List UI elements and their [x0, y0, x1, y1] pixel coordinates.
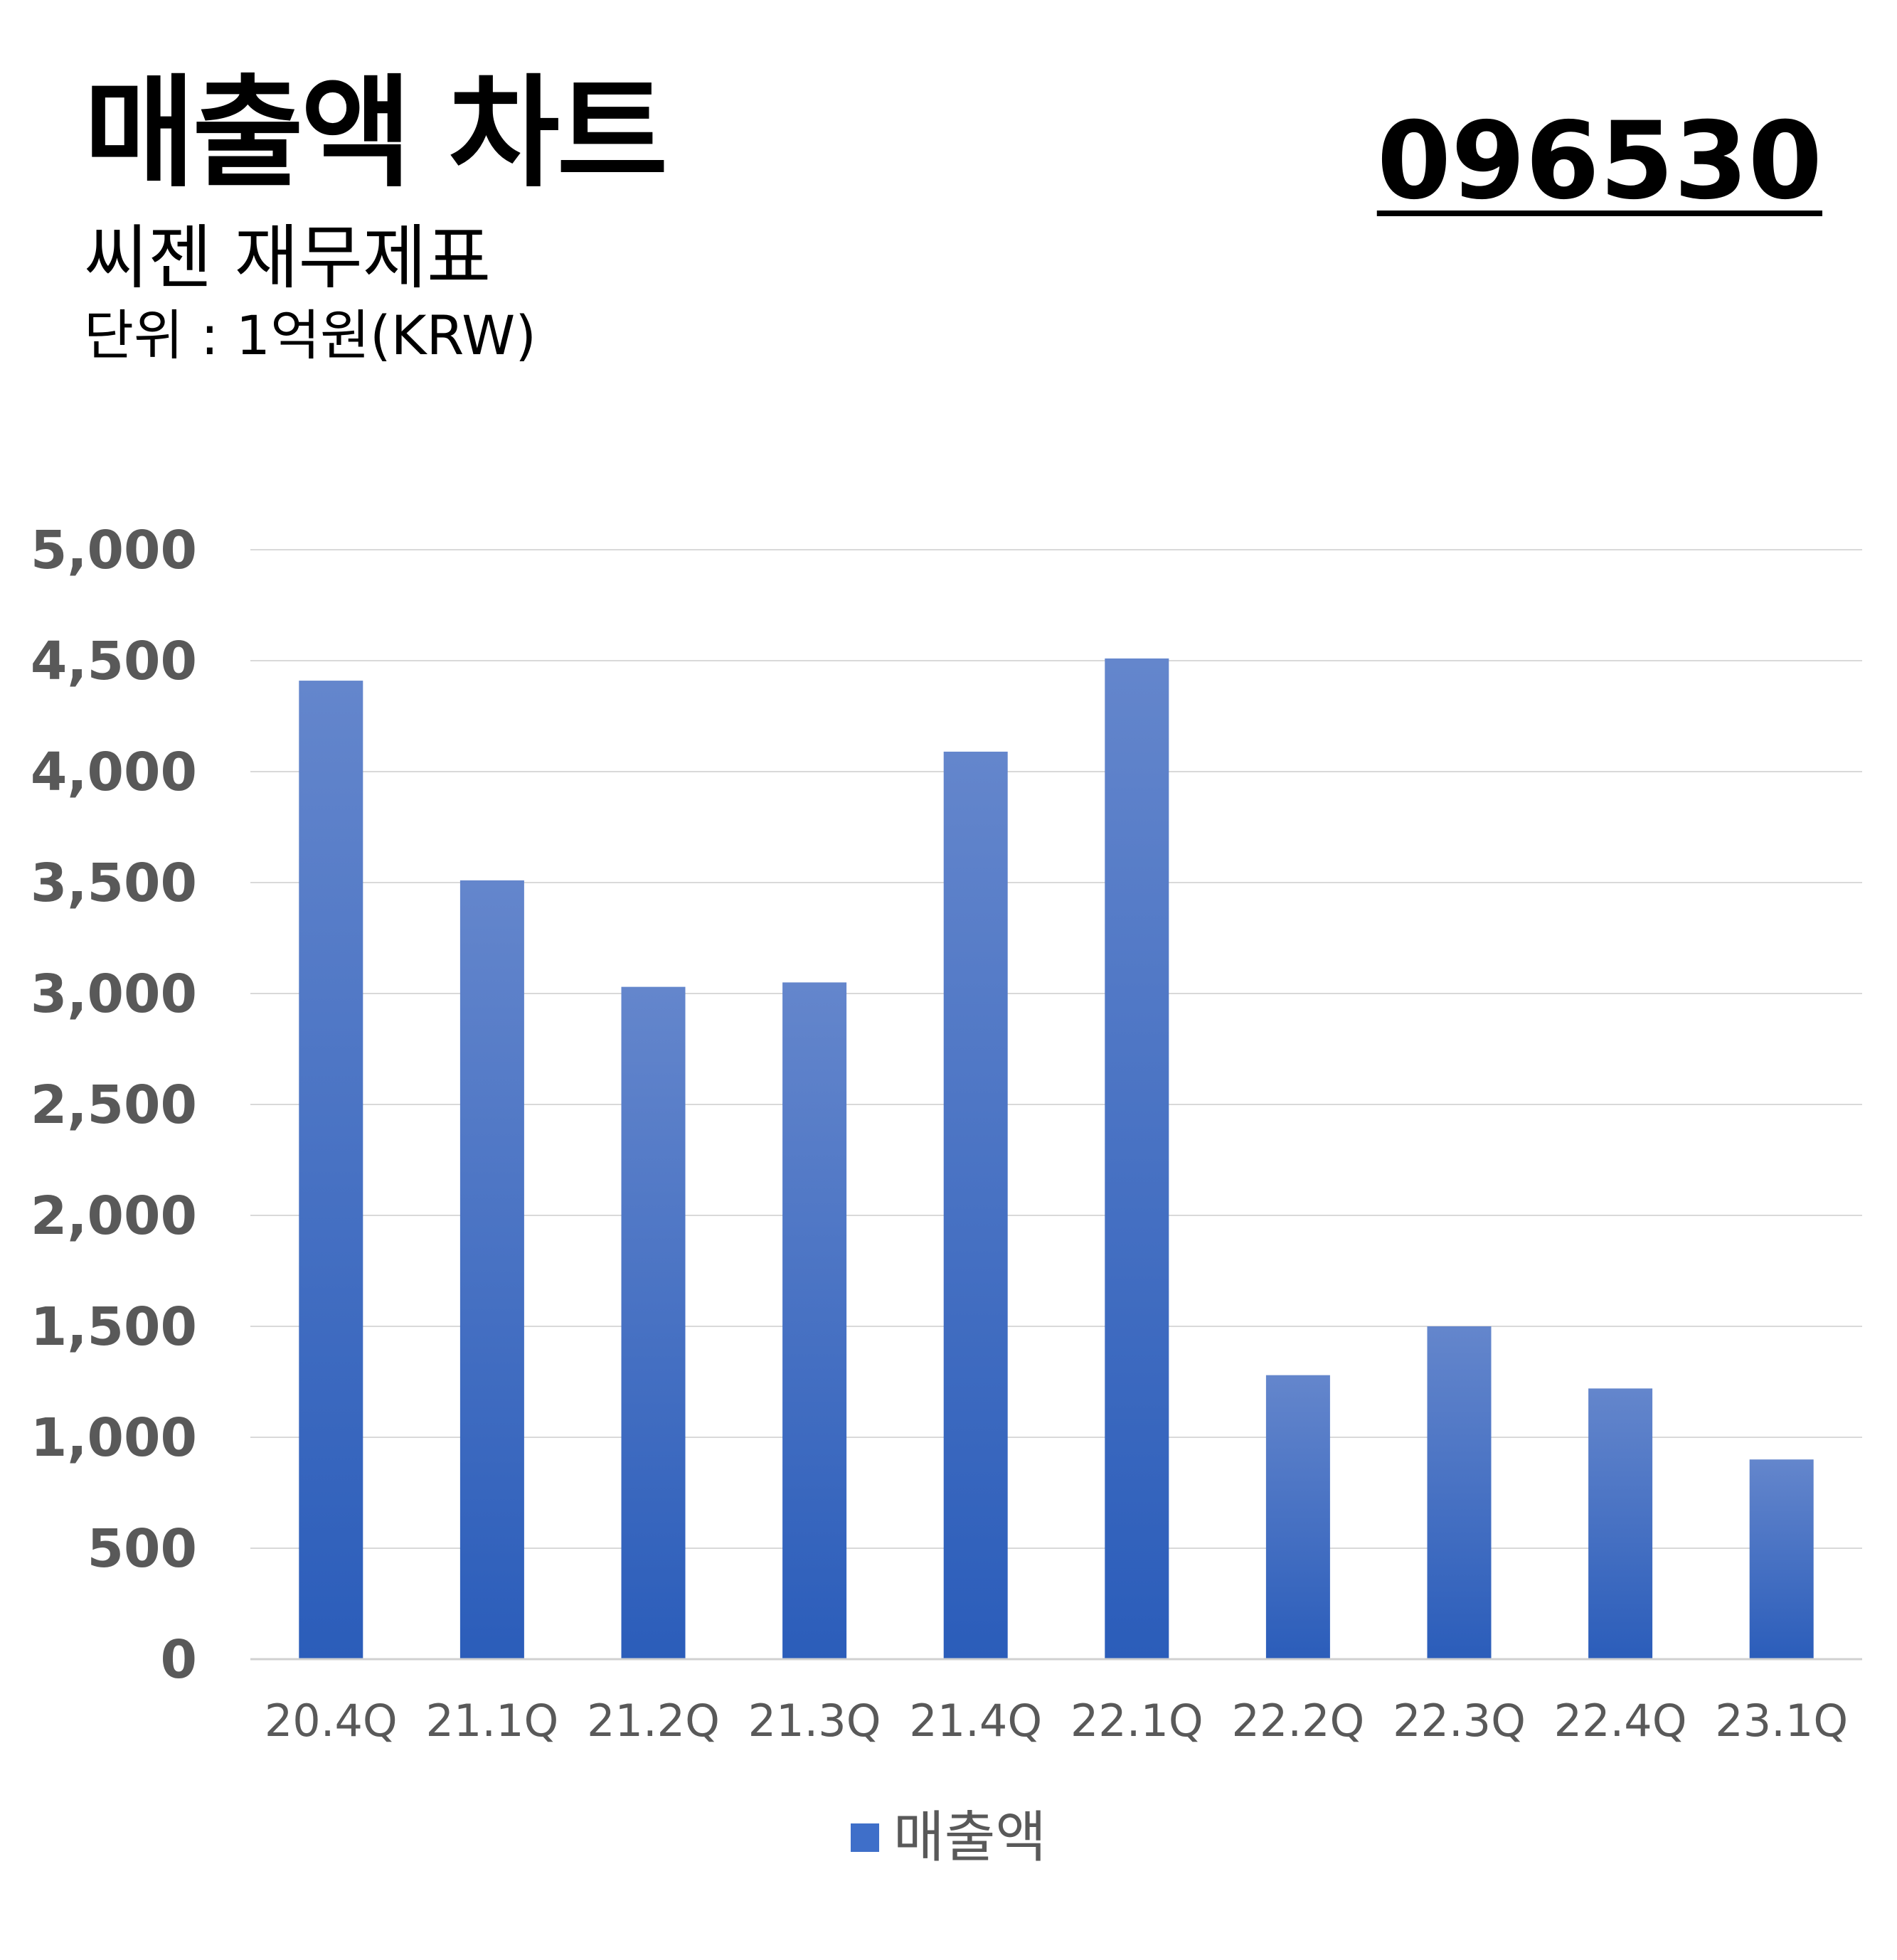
- chart-subtitle: 씨젠 재무제표: [84, 218, 491, 299]
- unit-label: 단위 : 1억원(KRW): [84, 304, 536, 367]
- x-tick-label: 22.4Q: [1554, 1695, 1687, 1747]
- legend: 매출액: [0, 1810, 1897, 1865]
- x-tick-label: 22.2Q: [1231, 1695, 1364, 1747]
- y-tick-label: 500: [87, 1518, 197, 1580]
- bar-22.3Q: [1427, 1326, 1492, 1659]
- bar-21.1Q: [459, 880, 524, 1659]
- bar-21.3Q: [782, 982, 847, 1659]
- bar-21.2Q: [621, 986, 686, 1659]
- y-tick-label: 2,000: [31, 1186, 197, 1247]
- bar-21.4Q: [943, 751, 1008, 1659]
- y-tick-label: 4,000: [31, 742, 197, 803]
- x-tick-label: 21.2Q: [587, 1695, 720, 1747]
- x-axis-ticks: 20.4Q 21.1Q 21.2Q 21.3Q 21.4Q 22.1Q 22.2Q 22.3Q…: [265, 1695, 1848, 1747]
- legend-label: 매출액: [893, 1806, 1047, 1870]
- y-tick-label: 1,500: [31, 1296, 197, 1358]
- bar-20.4Q: [299, 681, 363, 1659]
- x-tick-label: 21.1Q: [425, 1695, 558, 1747]
- chart-title: 매출액 차트: [84, 63, 668, 204]
- bar-22.4Q: [1588, 1388, 1653, 1659]
- bar-22.1Q: [1105, 658, 1169, 1659]
- y-tick-label: 0: [161, 1629, 198, 1690]
- bar-23.1Q: [1749, 1459, 1814, 1659]
- y-axis-ticks: 0 500 1,000 1,500 2,000 2,500 3,000 3,500 4,000 4…: [31, 520, 197, 1690]
- x-tick-label: 22.3Q: [1393, 1695, 1526, 1747]
- x-tick-label: 23.1Q: [1715, 1695, 1848, 1747]
- legend-swatch: [850, 1823, 879, 1852]
- x-tick-label: 21.4Q: [909, 1695, 1042, 1747]
- y-tick-label: 2,500: [31, 1075, 197, 1136]
- y-tick-label: 3,000: [31, 964, 197, 1025]
- y-tick-label: 3,500: [31, 853, 197, 914]
- bar-22.2Q: [1265, 1375, 1330, 1659]
- bars: [299, 658, 1814, 1659]
- stock-code: 096530: [1376, 100, 1822, 223]
- y-tick-label: 1,000: [31, 1407, 197, 1469]
- y-tick-label: 4,500: [31, 631, 197, 692]
- x-tick-label: 21.3Q: [748, 1695, 881, 1747]
- x-tick-label: 20.4Q: [265, 1695, 398, 1747]
- y-tick-label: 5,000: [31, 520, 197, 581]
- x-tick-label: 22.1Q: [1070, 1695, 1203, 1747]
